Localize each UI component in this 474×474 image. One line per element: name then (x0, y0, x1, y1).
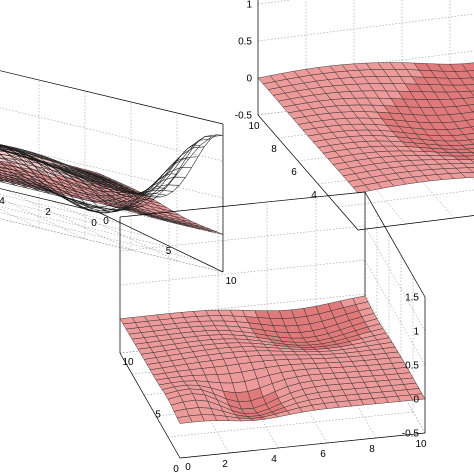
surface-patch (467, 104, 474, 113)
grid-line (119, 259, 426, 366)
x-tick-label: 10 (122, 357, 134, 368)
surface-patch (0, 144, 9, 147)
axis-line (119, 191, 366, 218)
surface-patch (0, 178, 5, 182)
surface-patch (465, 118, 474, 128)
surface-patch (467, 167, 474, 173)
y-tick-label: 8 (369, 444, 375, 455)
x-tick-label: 5 (166, 246, 172, 257)
surface-patch (462, 97, 474, 106)
surface-patch (0, 175, 4, 178)
surface-patch (0, 166, 2, 169)
surface-patch (461, 144, 474, 150)
grid-line (0, 107, 224, 162)
surface-patch (462, 162, 474, 168)
y-tick-label: 6 (320, 449, 326, 460)
wireframe-line (0, 149, 111, 182)
wireframe-line (86, 136, 212, 196)
surface-patch (463, 132, 474, 141)
surface-patch (352, 295, 369, 305)
wireframe-line (51, 163, 178, 197)
wireframe-line (0, 147, 74, 201)
wireframe-line (0, 148, 109, 210)
surface-patch (0, 154, 6, 159)
y-tick-label: 0 (173, 464, 179, 474)
axis-line (257, 114, 359, 231)
surface-plot-top-left: 0 5 10 4 2 0 (0, 70, 237, 287)
wireframe-line (97, 134, 224, 198)
z-tick-label: 0 (246, 74, 252, 85)
surface-patch (0, 167, 8, 172)
surface-patch (469, 159, 474, 163)
y-tick-label: 4 (311, 190, 317, 201)
axis-line (357, 215, 474, 231)
z-tick-label: 1 (246, 0, 252, 11)
z-tick-label: -0.5 (235, 111, 253, 122)
surface-patch (466, 70, 474, 79)
wireframe-line (63, 158, 189, 194)
surface-patch (464, 155, 474, 160)
axis-line (0, 70, 224, 125)
surface-patch (466, 148, 474, 153)
axis-line (119, 352, 181, 459)
wireframe-line (0, 149, 105, 179)
x-tick-label: 5 (155, 410, 161, 421)
grid-line (0, 209, 40, 229)
surface-patch (464, 84, 474, 92)
y-tick-label: 10 (248, 121, 260, 132)
wireframe-line (0, 145, 97, 207)
z-tick-label: 0.5 (405, 361, 419, 372)
wireframe-line (0, 168, 40, 192)
grid-line (258, 0, 474, 52)
grid-line (337, 189, 474, 208)
surface-plot-bottom-center: 1.5 1 0.5 0 -0.5 0 5 10 10 8 6 4 2 0 (119, 191, 427, 474)
grid-line (357, 215, 474, 231)
grid-line (119, 225, 426, 332)
z-tick-label: 1 (413, 327, 419, 338)
surface-patch (0, 176, 10, 181)
grid-line (0, 197, 86, 240)
y-tick-label: 8 (271, 144, 277, 155)
y-tick-label: 4 (0, 196, 5, 207)
axis-line (364, 191, 426, 298)
axis-line (97, 211, 224, 273)
surface-patch (470, 126, 474, 131)
surface-patch (469, 90, 474, 97)
wireframe-line (0, 173, 28, 189)
x-tick-label: 10 (225, 276, 237, 287)
grid-line (167, 411, 414, 438)
grid-line (51, 200, 178, 262)
x-tick-label: 0 (103, 216, 109, 227)
wireframe-line (0, 149, 99, 176)
z-tick-label: 0 (413, 395, 419, 406)
grid-line (0, 70, 224, 125)
grid-line (257, 13, 474, 42)
z-tick-label: 0.5 (238, 37, 252, 48)
x-tick-label: 0 (185, 462, 191, 473)
surface-patch (461, 62, 474, 72)
axis-line (0, 188, 99, 213)
wireframe-line (0, 144, 86, 204)
wireframe-line (0, 153, 63, 198)
y-tick-label: 2 (45, 207, 51, 218)
axis-line (179, 432, 426, 459)
z-tick-label: 1.5 (405, 293, 419, 304)
y-tick-label: 6 (291, 167, 297, 178)
y-tick-label: 4 (271, 454, 277, 465)
z-tick-label: -0.5 (402, 429, 420, 440)
surface-patch (0, 160, 1, 162)
y-tick-label: 2 (222, 459, 228, 470)
y-tick-label: 0 (91, 218, 97, 229)
surface-patch (468, 138, 474, 145)
wireframe-line (40, 160, 166, 203)
wireframe-line (28, 157, 155, 208)
wireframe-line (0, 162, 51, 195)
surface-patch (0, 172, 9, 177)
y-tick-label: 10 (415, 439, 427, 450)
grid-line (5, 189, 132, 251)
